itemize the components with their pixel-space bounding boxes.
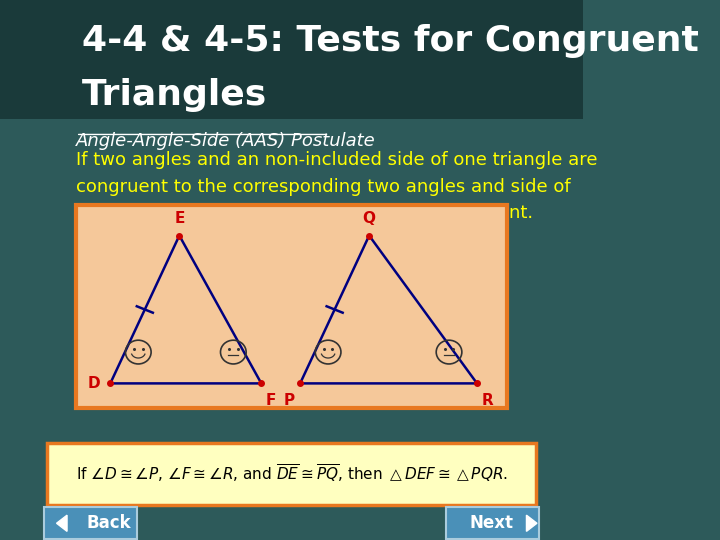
Text: Triangles: Triangles (81, 78, 267, 112)
Polygon shape (57, 515, 67, 531)
Text: P: P (284, 393, 295, 408)
Text: If $\angle D \cong \angle P$, $\angle F \cong \angle R$, and $\overline{DE} \con: If $\angle D \cong \angle P$, $\angle F … (76, 463, 508, 485)
Text: Q: Q (363, 211, 376, 226)
Text: 4-4 & 4-5: Tests for Congruent: 4-4 & 4-5: Tests for Congruent (81, 24, 698, 58)
Text: F: F (266, 393, 276, 408)
FancyBboxPatch shape (0, 0, 583, 119)
Text: E: E (174, 211, 184, 226)
Polygon shape (526, 515, 537, 531)
Text: Angle-Angle-Side (AAS) Postulate: Angle-Angle-Side (AAS) Postulate (76, 132, 376, 150)
Text: If two angles and an non-included side of one triangle are
congruent to the corr: If two angles and an non-included side o… (76, 151, 598, 222)
Text: D: D (87, 376, 100, 391)
FancyBboxPatch shape (446, 507, 539, 539)
FancyBboxPatch shape (44, 507, 137, 539)
Text: Back: Back (86, 514, 131, 532)
Text: Next: Next (469, 514, 513, 532)
Text: R: R (481, 393, 493, 408)
FancyBboxPatch shape (76, 205, 507, 408)
FancyBboxPatch shape (47, 443, 536, 505)
